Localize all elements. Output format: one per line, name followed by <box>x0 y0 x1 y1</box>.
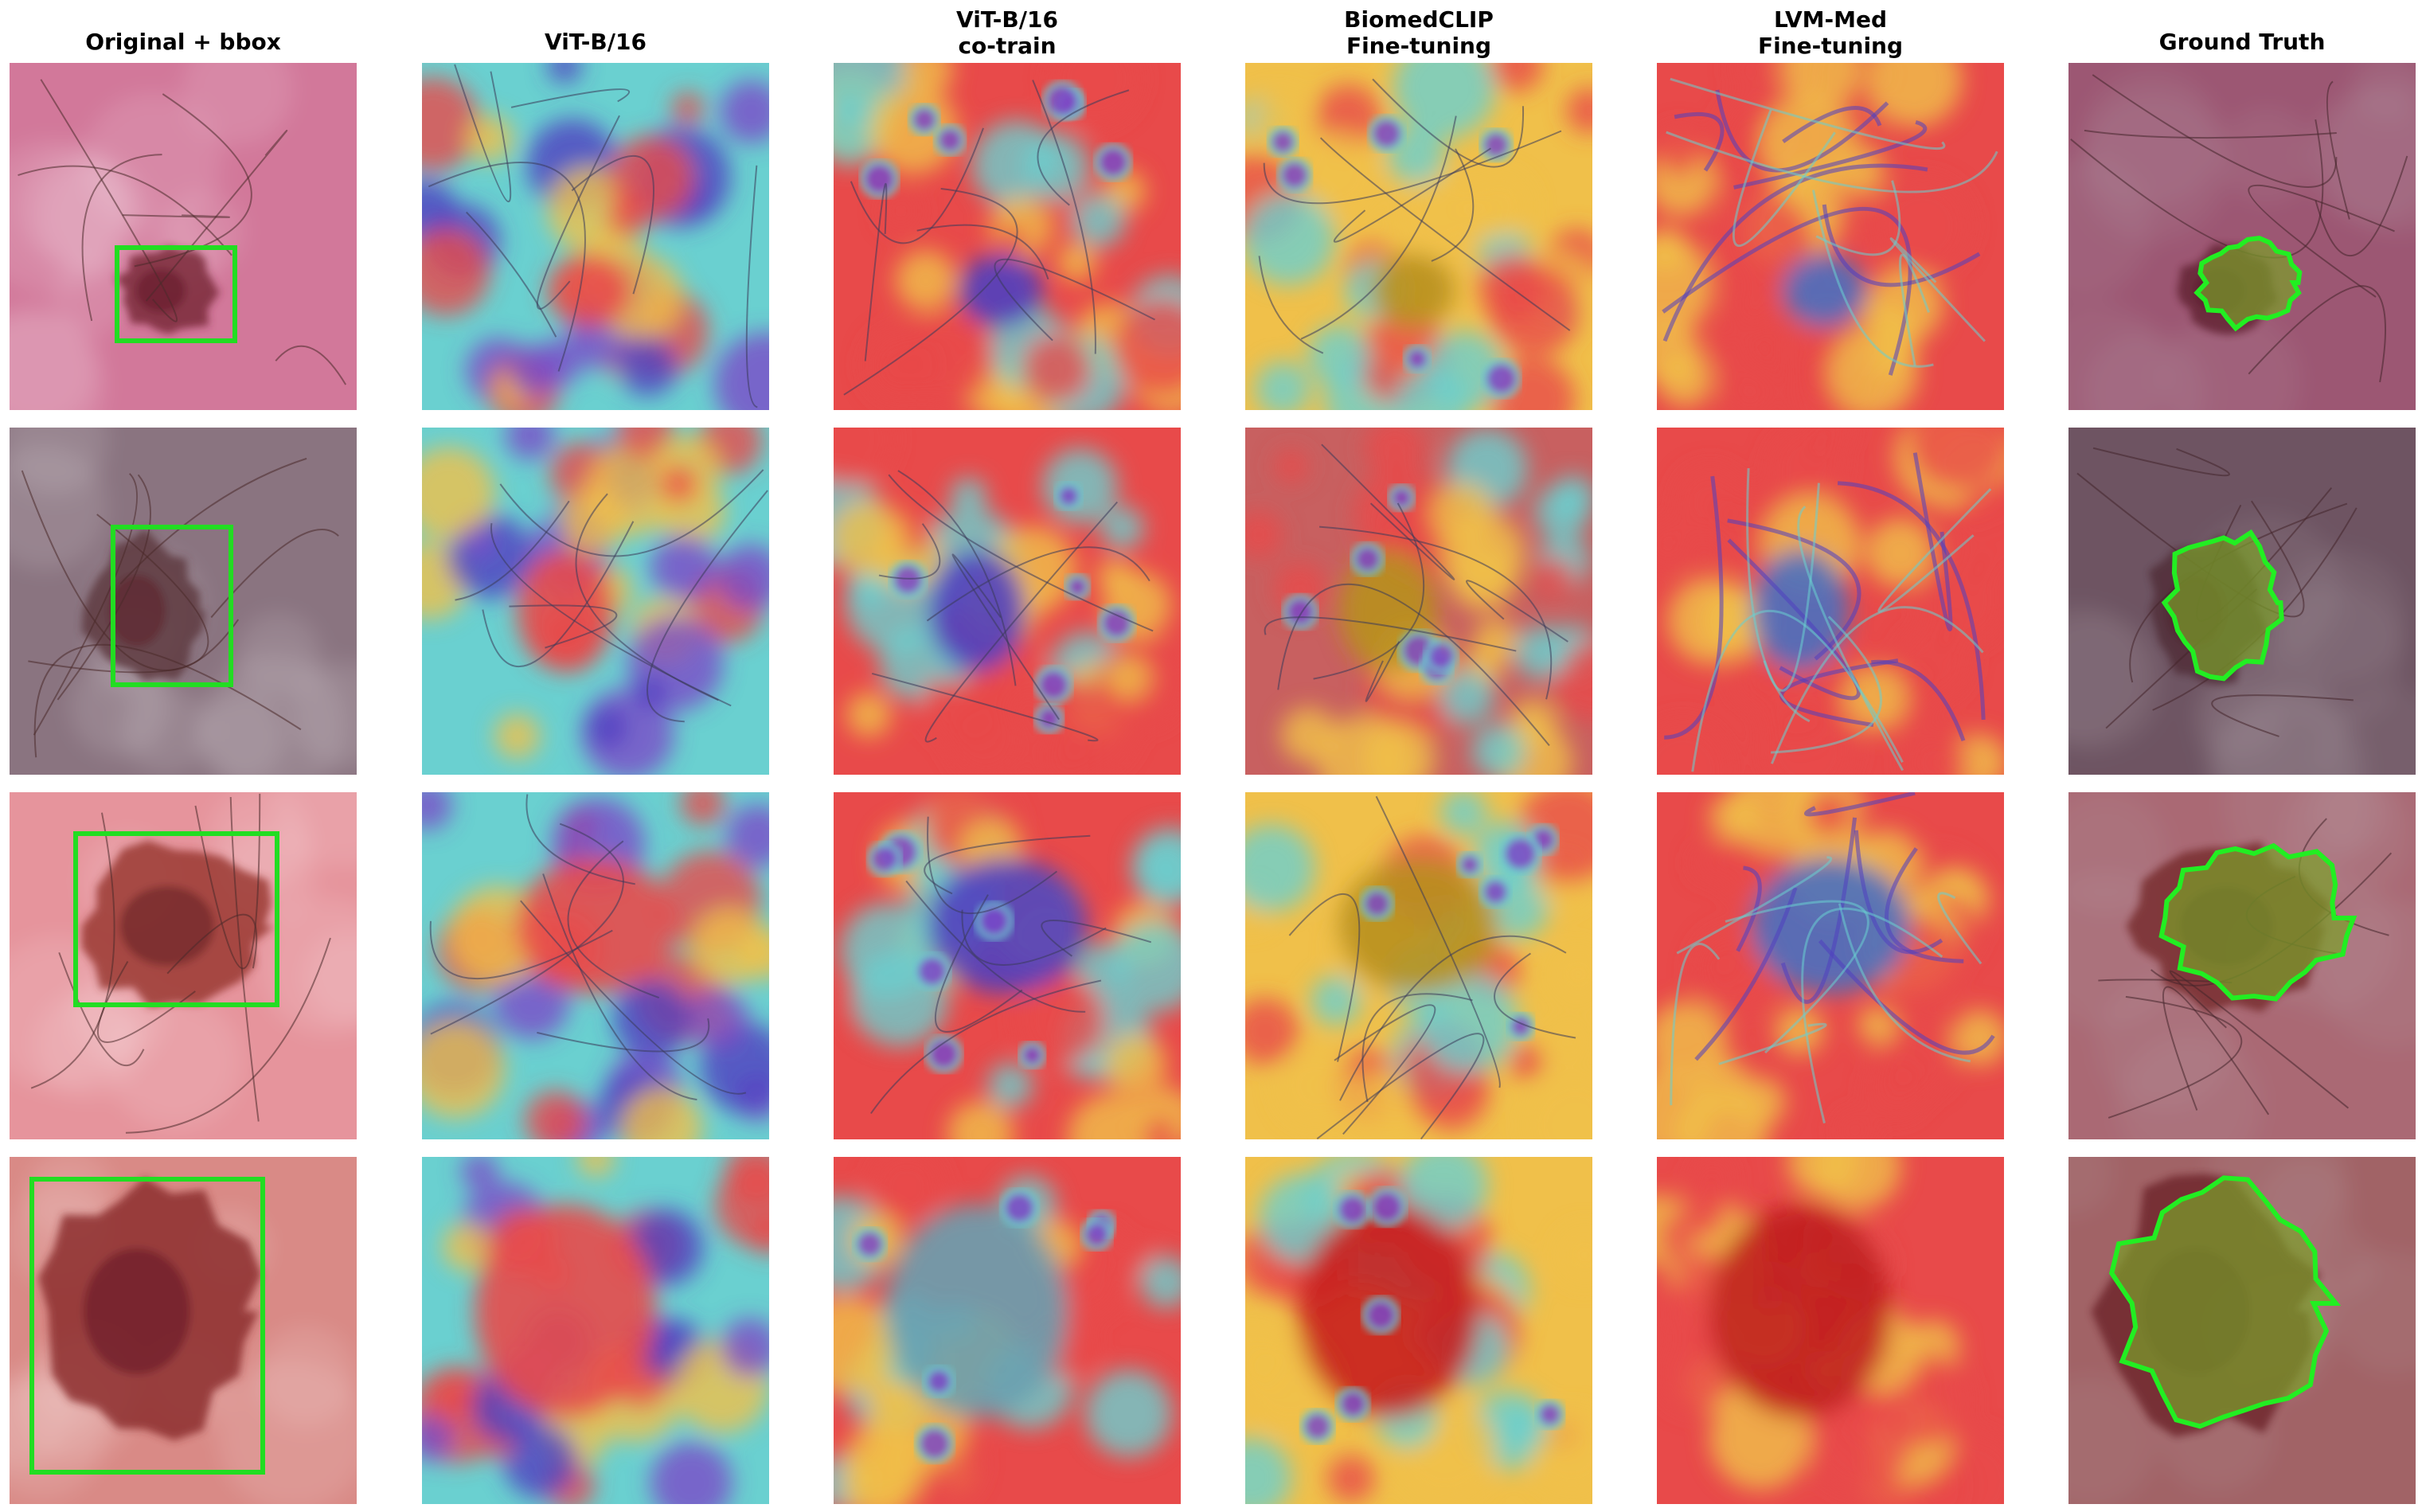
tile-sample-3-cotrain <box>834 792 1181 1139</box>
tile-sample-2-vit <box>422 428 769 775</box>
tile-sample-4-lvm <box>1657 1157 2004 1504</box>
bounding-box <box>111 525 233 687</box>
original-image <box>10 428 357 775</box>
original-image <box>10 63 357 410</box>
cotrain-image <box>834 63 1181 410</box>
tile-sample-3-biomed <box>1245 792 1592 1139</box>
cotrain-image <box>834 792 1181 1139</box>
tile-sample-4-vit <box>422 1157 769 1504</box>
tile-sample-4-biomed <box>1245 1157 1592 1504</box>
ground-truth-mask <box>2161 529 2284 682</box>
gt-image <box>2068 792 2416 1139</box>
bounding-box <box>115 245 237 343</box>
column-title-original: Original + bbox <box>85 29 281 55</box>
biomed-image <box>1245 63 1592 410</box>
tile-sample-3-original <box>10 792 357 1139</box>
ground-truth-mask <box>2193 236 2303 332</box>
column-title-biomed: BiomedCLIP Fine-tuning <box>1344 6 1494 59</box>
tile-sample-1-original <box>10 63 357 410</box>
biomed-image <box>1245 792 1592 1139</box>
column-title-cotrain: ViT-B/16 co-train <box>956 6 1058 59</box>
biomed-image <box>1245 1157 1592 1504</box>
ground-truth-mask <box>2158 842 2358 1002</box>
cotrain-image <box>834 1157 1181 1504</box>
gt-image <box>2068 428 2416 775</box>
original-image <box>10 1157 357 1504</box>
ground-truth-mask <box>2108 1175 2342 1429</box>
tile-sample-1-biomed <box>1245 63 1592 410</box>
bounding-box <box>73 831 279 1007</box>
vit-image <box>422 1157 769 1504</box>
tile-sample-1-vit <box>422 63 769 410</box>
gt-image <box>2068 1157 2416 1504</box>
gt-image <box>2068 63 2416 410</box>
column-title-gt: Ground Truth <box>2158 29 2326 55</box>
vit-image <box>422 63 769 410</box>
tile-sample-2-original <box>10 428 357 775</box>
tile-sample-4-cotrain <box>834 1157 1181 1504</box>
tile-sample-4-gt <box>2068 1157 2416 1504</box>
tile-sample-3-gt <box>2068 792 2416 1139</box>
tile-sample-4-original <box>10 1157 357 1504</box>
vit-image <box>422 428 769 775</box>
column-title-lvm: LVM-Med Fine-tuning <box>1757 6 1904 59</box>
tile-sample-2-biomed <box>1245 428 1592 775</box>
tile-sample-1-gt <box>2068 63 2416 410</box>
lvm-image <box>1657 792 2004 1139</box>
tile-sample-2-gt <box>2068 428 2416 775</box>
original-image <box>10 792 357 1139</box>
column-title-vit: ViT-B/16 <box>545 29 647 55</box>
biomed-image <box>1245 428 1592 775</box>
lvm-image <box>1657 1157 2004 1504</box>
vit-image <box>422 792 769 1139</box>
tile-sample-1-cotrain <box>834 63 1181 410</box>
cotrain-image <box>834 428 1181 775</box>
tile-sample-2-lvm <box>1657 428 2004 775</box>
lvm-image <box>1657 428 2004 775</box>
bounding-box <box>29 1177 265 1475</box>
tile-sample-2-cotrain <box>834 428 1181 775</box>
lvm-image <box>1657 63 2004 410</box>
tile-sample-3-vit <box>422 792 769 1139</box>
tile-sample-3-lvm <box>1657 792 2004 1139</box>
tile-sample-1-lvm <box>1657 63 2004 410</box>
